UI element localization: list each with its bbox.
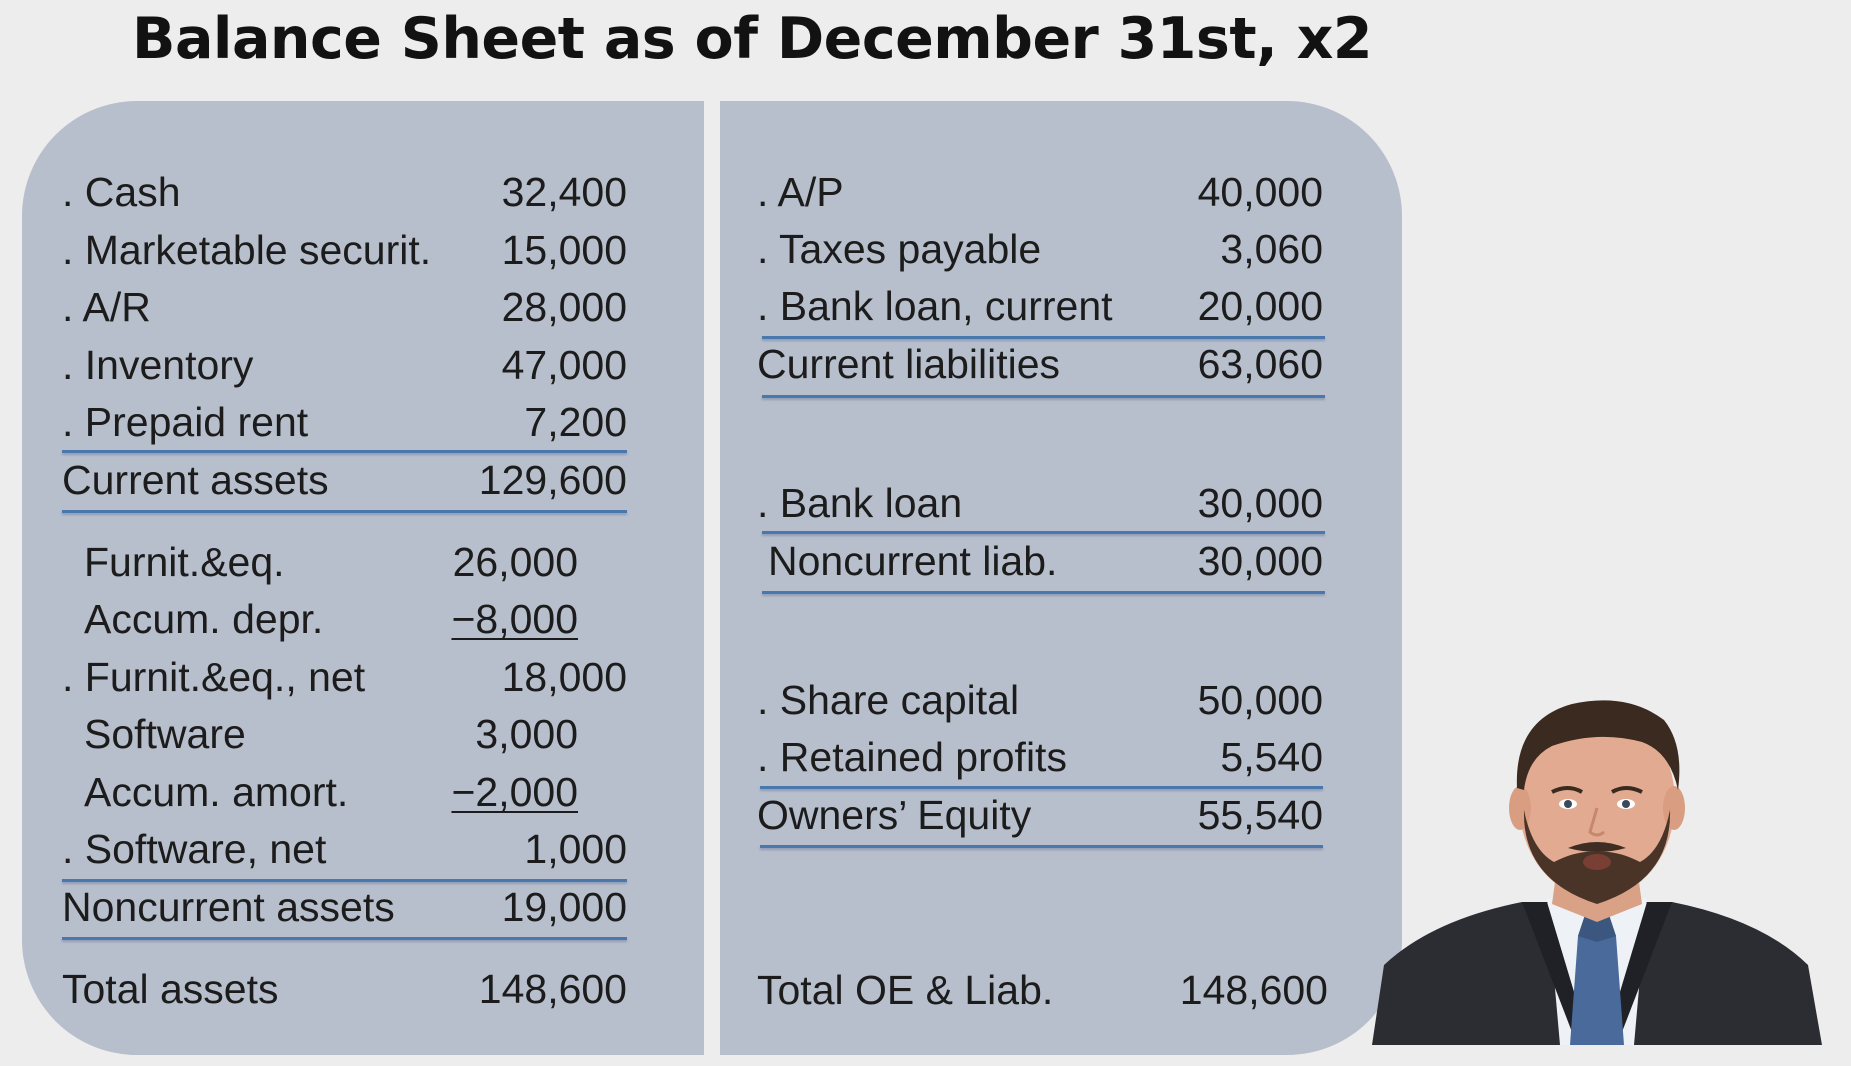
row-value: 129,600 (478, 457, 627, 503)
assets-panel (22, 101, 704, 1055)
row-bank-loan: . Bank loan 30,000 (757, 475, 1323, 531)
row-value: 47,000 (501, 342, 627, 388)
row-label: . Prepaid rent (62, 399, 309, 445)
row-value: 148,600 (478, 966, 627, 1012)
row-value: 1,000 (524, 826, 627, 872)
row-value: 148,600 (1179, 967, 1328, 1013)
row-cash: . Cash 32,400 (62, 164, 627, 220)
row-accounts-payable: . A/P 40,000 (757, 164, 1323, 220)
row-value: 40,000 (1197, 169, 1323, 215)
subtotal-rule (62, 937, 627, 940)
row-value: 55,540 (1197, 792, 1323, 838)
subtotal-rule (760, 845, 1323, 848)
presenter-illustration (1372, 700, 1822, 1045)
subtotal-rule (762, 336, 1325, 339)
row-value: 20,000 (1197, 283, 1323, 329)
row-label: Accum. amort. (84, 769, 349, 815)
row-total-assets: Total assets 148,600 (62, 961, 627, 1017)
row-share-capital: . Share capital 50,000 (757, 672, 1323, 728)
row-taxes-payable: . Taxes payable 3,060 (757, 221, 1323, 277)
row-label: . Share capital (757, 677, 1020, 723)
row-label: . Retained profits (757, 734, 1067, 780)
row-value: 50,000 (1197, 677, 1323, 723)
row-label: Owners’ Equity (757, 792, 1032, 838)
row-value: 15,000 (501, 227, 627, 273)
row-owners-equity: Owners’ Equity 55,540 (757, 787, 1323, 843)
row-label: . Cash (62, 169, 181, 215)
subtotal-rule (762, 591, 1325, 594)
row-current-assets: Current assets 129,600 (62, 452, 627, 508)
row-value: 26,000 (452, 539, 578, 585)
row-value: 19,000 (501, 884, 627, 930)
row-label: Current liabilities (757, 341, 1061, 387)
row-noncurrent-liabilities: Noncurrent liab. 30,000 (768, 533, 1323, 589)
panel-divider (704, 101, 720, 1055)
row-retained-profits: . Retained profits 5,540 (757, 729, 1323, 785)
presenter-video (1372, 690, 1822, 1045)
row-value: 18,000 (501, 654, 627, 700)
row-value: 3,000 (475, 711, 578, 757)
row-prepaid-rent: . Prepaid rent 7,200 (62, 394, 627, 450)
row-marketable-securities: . Marketable securit. 15,000 (62, 222, 627, 278)
row-label: Furnit.&eq. (84, 539, 285, 585)
subtotal-rule (760, 786, 1323, 789)
row-label: . Inventory (62, 342, 254, 388)
row-value: 7,200 (524, 399, 627, 445)
row-value: 32,400 (501, 169, 627, 215)
subtotal-rule (62, 510, 627, 513)
row-label: Software (84, 711, 246, 757)
row-furniture-net: . Furnit.&eq., net 18,000 (62, 649, 627, 705)
row-accumulated-amortization: Accum. amort. −2,000 (84, 764, 578, 820)
row-accounts-receivable: . A/R 28,000 (62, 279, 627, 335)
row-current-liabilities: Current liabilities 63,060 (757, 336, 1323, 392)
row-value: 28,000 (501, 284, 627, 330)
row-software-net: . Software, net 1,000 (62, 821, 627, 877)
row-value: 30,000 (1197, 538, 1323, 584)
row-value: −2,000 (451, 769, 578, 815)
row-label: . Taxes payable (757, 226, 1042, 272)
row-bank-loan-current: . Bank loan, current 20,000 (757, 278, 1323, 334)
subtotal-rule (62, 879, 627, 882)
row-label: Total assets (62, 966, 279, 1012)
row-value: 30,000 (1197, 480, 1323, 526)
row-total-oe-liabilities: Total OE & Liab. 148,600 (757, 962, 1328, 1018)
row-label: . Software, net (62, 826, 327, 872)
row-label: Noncurrent liab. (768, 538, 1058, 584)
row-value: 5,540 (1220, 734, 1323, 780)
row-value: 63,060 (1197, 341, 1323, 387)
liabilities-equity-panel (720, 101, 1402, 1055)
row-label: Accum. depr. (84, 596, 324, 642)
row-accumulated-depreciation: Accum. depr. −8,000 (84, 591, 578, 647)
row-label: . Marketable securit. (62, 227, 432, 273)
row-label: . Bank loan, current (757, 283, 1113, 329)
row-label: . Bank loan (757, 480, 963, 526)
subtotal-rule (62, 450, 627, 453)
subtotal-rule (762, 531, 1325, 534)
row-label: Noncurrent assets (62, 884, 395, 930)
row-software: Software 3,000 (84, 706, 578, 762)
row-label: . Furnit.&eq., net (62, 654, 366, 700)
page-title: Balance Sheet as of December 31st, x2 (132, 6, 1373, 72)
subtotal-rule (762, 395, 1325, 398)
row-label: Current assets (62, 457, 329, 503)
row-inventory: . Inventory 47,000 (62, 337, 627, 393)
row-value: −8,000 (451, 596, 578, 642)
row-value: 3,060 (1220, 226, 1323, 272)
row-furniture-equipment: Furnit.&eq. 26,000 (84, 534, 578, 590)
row-label: . A/R (62, 284, 151, 330)
row-label: Total OE & Liab. (757, 967, 1054, 1013)
row-label: . A/P (757, 169, 844, 215)
row-noncurrent-assets: Noncurrent assets 19,000 (62, 879, 627, 935)
